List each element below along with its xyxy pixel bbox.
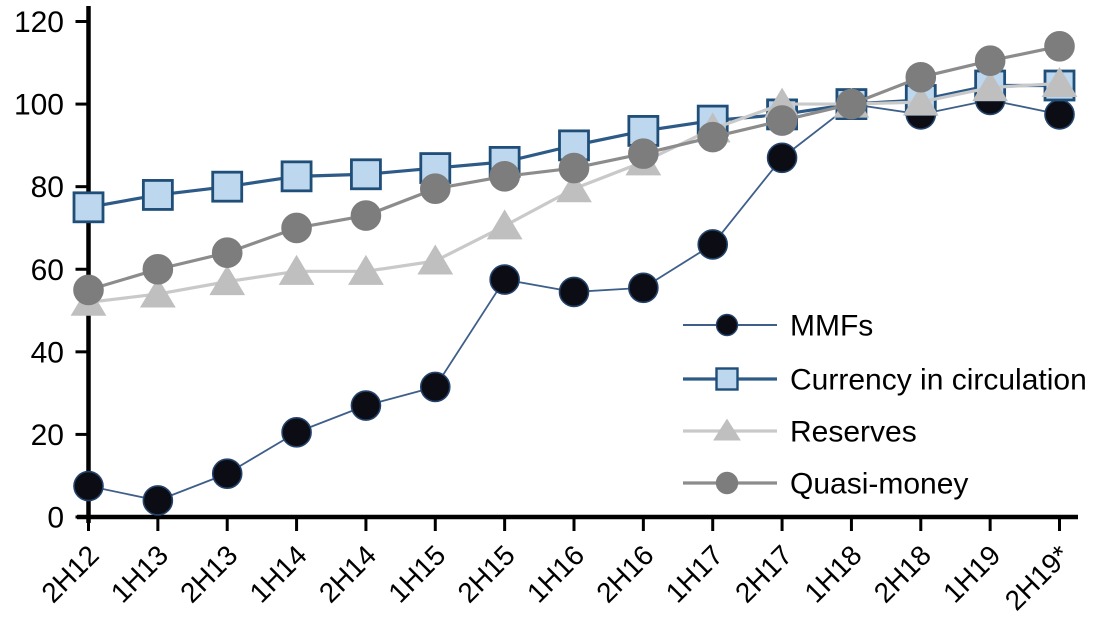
marker-reserves xyxy=(1041,66,1078,97)
legend-item-currency-in-circulation: Currency in circulation xyxy=(683,364,1087,397)
marker-currency-in-circulation xyxy=(350,158,382,191)
marker-quasi-money xyxy=(142,253,174,285)
marker-reserves xyxy=(972,71,1009,102)
y-tick-label: 100 xyxy=(14,89,64,122)
marker-quasi-money xyxy=(1044,30,1075,62)
marker-reserves xyxy=(417,244,454,275)
legend-label: Currency in circulation xyxy=(790,364,1087,397)
marker-quasi-money xyxy=(558,152,590,184)
x-tick-label: 2H15 xyxy=(452,539,521,608)
x-tick-label: 1H14 xyxy=(244,539,313,608)
x-tick-label: 1H15 xyxy=(382,539,451,608)
marker-reserves xyxy=(486,209,523,240)
y-tick-label: 20 xyxy=(31,419,64,452)
marker-quasi-money xyxy=(350,200,382,231)
x-tick-label: 1H16 xyxy=(521,539,590,608)
x-tick-label: 2H13 xyxy=(174,539,243,608)
marker-mmfs xyxy=(558,276,590,308)
series-group xyxy=(70,30,1078,516)
x-tick-label: 2H14 xyxy=(313,539,382,608)
legend-marker-reserves xyxy=(713,418,741,441)
marker-quasi-money xyxy=(73,274,104,306)
legend: MMFs Currency in circulation Reserves Quasi… xyxy=(683,310,1087,501)
marker-quasi-money xyxy=(766,105,798,136)
marker-quasi-money xyxy=(628,138,659,169)
legend-marker-mmfs xyxy=(715,313,739,337)
y-tick-label: 120 xyxy=(14,6,64,39)
series-quasi-money xyxy=(73,30,1075,306)
marker-mmfs xyxy=(1044,99,1075,130)
marker-mmfs xyxy=(628,272,659,304)
marker-reserves xyxy=(209,265,246,296)
marker-mmfs xyxy=(211,458,243,489)
y-tick-label: 60 xyxy=(31,254,64,287)
x-tick-label: 2H19* xyxy=(999,539,1076,616)
marker-mmfs xyxy=(73,470,104,502)
legend-label: Reserves xyxy=(790,416,917,449)
legend-marker-currency-in-circulation xyxy=(715,367,739,391)
legend-label: MMFs xyxy=(790,310,873,343)
marker-quasi-money xyxy=(489,161,520,192)
x-tick-label: 2H12 xyxy=(35,539,104,608)
marker-quasi-money xyxy=(905,61,937,93)
x-tick-label: 1H17 xyxy=(660,539,729,608)
legend-item-mmfs: MMFs xyxy=(683,310,873,343)
marker-reserves xyxy=(348,254,384,285)
marker-quasi-money xyxy=(974,45,1006,77)
legend-item-reserves: Reserves xyxy=(683,416,917,449)
x-tick-label: 1H19 xyxy=(937,539,1006,608)
marker-quasi-money xyxy=(419,173,451,205)
legend-marker-quasi-money xyxy=(715,471,739,495)
marker-currency-in-circulation xyxy=(211,170,244,203)
marker-reserves xyxy=(902,85,939,116)
marker-quasi-money xyxy=(281,212,312,244)
y-tick-label: 0 xyxy=(47,502,64,535)
marker-reserves xyxy=(278,254,315,285)
marker-mmfs xyxy=(766,142,798,174)
marker-reserves xyxy=(556,172,592,203)
y-tick-label: 40 xyxy=(31,336,64,369)
marker-quasi-money xyxy=(211,237,243,269)
x-tick-label: 2H18 xyxy=(868,539,937,608)
x-tick-label: 1H18 xyxy=(798,539,867,608)
marker-reserves xyxy=(139,277,176,308)
marker-mmfs xyxy=(350,390,382,421)
x-tick-label: 2H16 xyxy=(590,539,659,608)
marker-quasi-money xyxy=(836,88,867,120)
marker-currency-in-circulation xyxy=(72,191,105,224)
marker-mmfs xyxy=(281,417,312,448)
legend-label: Quasi-money xyxy=(790,468,968,501)
x-tick-label: 1H13 xyxy=(105,539,174,608)
marker-quasi-money xyxy=(697,121,729,153)
marker-mmfs xyxy=(489,264,520,295)
marker-mmfs xyxy=(142,485,174,516)
legend-item-quasi-money: Quasi-money xyxy=(683,468,968,501)
y-tick-label: 80 xyxy=(31,171,64,204)
marker-mmfs xyxy=(697,229,729,260)
marker-mmfs xyxy=(419,371,451,403)
marker-currency-in-circulation xyxy=(141,179,174,211)
x-tick-label: 2H17 xyxy=(729,539,798,608)
marker-currency-in-circulation xyxy=(280,160,313,193)
